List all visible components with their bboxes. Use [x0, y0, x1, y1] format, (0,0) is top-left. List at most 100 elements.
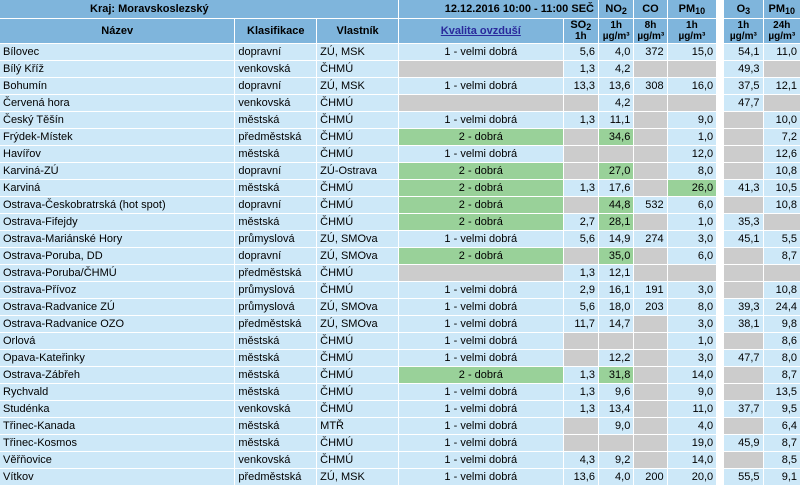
quality-index: 1 - velmi dobrá: [398, 401, 563, 417]
column-gap: [717, 401, 724, 417]
value-no2: 12,2: [598, 350, 634, 366]
table-body: Bílovec dopravní ZÚ, MSK 1 - velmi dobrá 5,6…: [0, 44, 800, 485]
station-name: Opava-Kateřinky: [0, 350, 235, 366]
unit-pm10-24h: 24h µg/m³: [763, 19, 800, 43]
table-row[interactable]: Ostrava-Mariánské Hory průmyslová ZÚ, SMOv…: [0, 231, 800, 247]
quality-link[interactable]: Kvalita ovzduší: [440, 25, 521, 37]
value-pm10: 15,0: [667, 44, 717, 60]
quality-index: 1 - velmi dobrá: [398, 418, 563, 434]
value-no2: 14,7: [598, 316, 634, 332]
value-o3: 37,7: [724, 401, 763, 417]
quality-index: 1 - velmi dobrá: [398, 146, 563, 162]
table-row[interactable]: Červená hora venkovská ČHMÚ 4,2 47,7: [0, 95, 800, 111]
quality-index: [398, 95, 563, 111]
value-no2: 28,1: [598, 214, 634, 230]
station-owner: MTŘ: [317, 418, 398, 434]
value-pm10-24h: 9,8: [763, 316, 800, 332]
station-class: venkovská: [235, 61, 317, 77]
value-pm10: 6,0: [667, 197, 717, 213]
value-o3: [724, 163, 763, 179]
quality-index: 1 - velmi dobrá: [398, 112, 563, 128]
value-pm10-24h: 5,5: [763, 231, 800, 247]
column-gap: [717, 316, 724, 332]
value-no2: 9,0: [598, 418, 634, 434]
quality-index: 1 - velmi dobrá: [398, 78, 563, 94]
value-pm10-24h: 10,8: [763, 163, 800, 179]
col-quality[interactable]: Kvalita ovzduší: [398, 19, 563, 43]
value-pm10-24h: 11,0: [763, 44, 800, 60]
table-row[interactable]: Třinec-Kanada městská MTŘ 1 - velmi dobrá 9,…: [0, 418, 800, 434]
table-row[interactable]: Frýdek-Místek předměstská ČHMÚ 2 - dobrá 34,…: [0, 129, 800, 145]
value-co: 308: [634, 78, 667, 94]
table-row[interactable]: Opava-Kateřinky městská ČHMÚ 1 - velmi dobr…: [0, 350, 800, 366]
column-gap: [717, 435, 724, 451]
table-row[interactable]: Ostrava-Fifejdy městská ČHMÚ 2 - dobrá 2,7 28…: [0, 214, 800, 230]
value-pm10-24h: [763, 95, 800, 111]
table-row[interactable]: Karviná-ZÚ dopravní ZÚ-Ostrava 2 - dobrá 27,…: [0, 163, 800, 179]
value-so2: [563, 163, 598, 179]
station-class: dopravní: [235, 163, 317, 179]
table-row[interactable]: Orlová městská ČHMÚ 1 - velmi dobrá 1,0 8,6: [0, 333, 800, 349]
station-name: Červená hora: [0, 95, 235, 111]
table-row[interactable]: Karviná městská ČHMÚ 2 - dobrá 1,3 17,6 26,0 41…: [0, 180, 800, 196]
table-row[interactable]: Věřňovice venkovská ČHMÚ 1 - velmi dobrá 4,3…: [0, 452, 800, 468]
table-row[interactable]: Ostrava-Českobratrská (hot spot) dopravní…: [0, 197, 800, 213]
quality-index: 1 - velmi dobrá: [398, 469, 563, 485]
station-class: městská: [235, 384, 317, 400]
station-owner: ZÚ, MSK: [317, 44, 398, 60]
column-gap: [717, 180, 724, 196]
station-owner: ČHMÚ: [317, 333, 398, 349]
station-owner: ZÚ, SMOva: [317, 248, 398, 264]
quality-index: 1 - velmi dobrá: [398, 435, 563, 451]
table-row[interactable]: Vítkov předměstská ZÚ, MSK 1 - velmi dobrá 1…: [0, 469, 800, 485]
table-row[interactable]: Český Těšín městská ČHMÚ 1 - velmi dobrá 1,3…: [0, 112, 800, 128]
value-pm10: 9,0: [667, 112, 717, 128]
station-owner: ČHMÚ: [317, 282, 398, 298]
table-row[interactable]: Havířov městská ČHMÚ 1 - velmi dobrá 12,0 12,…: [0, 146, 800, 162]
station-name: Havířov: [0, 146, 235, 162]
table-row[interactable]: Ostrava-Radvanice OZO předměstská ZÚ, SMOv…: [0, 316, 800, 332]
value-o3: 35,3: [724, 214, 763, 230]
unit-o3: 1h µg/m³: [724, 19, 763, 43]
value-no2: 44,8: [598, 197, 634, 213]
station-owner: ČHMÚ: [317, 435, 398, 451]
station-owner: ČHMÚ: [317, 265, 398, 281]
unit-co: 8h µg/m³: [634, 19, 667, 43]
value-pm10: [667, 265, 717, 281]
value-co: [634, 435, 667, 451]
value-pm10: 11,0: [667, 401, 717, 417]
station-name: Ostrava-Mariánské Hory: [0, 231, 235, 247]
station-owner: ČHMÚ: [317, 61, 398, 77]
value-co: [634, 180, 667, 196]
value-no2: 9,6: [598, 384, 634, 400]
quality-index: 2 - dobrá: [398, 197, 563, 213]
station-name: Karviná: [0, 180, 235, 196]
station-owner: ČHMÚ: [317, 112, 398, 128]
value-o3: 54,1: [724, 44, 763, 60]
value-so2: 2,7: [563, 214, 598, 230]
table-row[interactable]: Studénka venkovská ČHMÚ 1 - velmi dobrá 1,3 1…: [0, 401, 800, 417]
value-co: [634, 214, 667, 230]
value-so2: 2,9: [563, 282, 598, 298]
value-co: [634, 61, 667, 77]
table-row[interactable]: Ostrava-Poruba/ČHMÚ předměstská ČHMÚ 1,3 12,…: [0, 265, 800, 281]
col-so2: SO2 1h: [563, 19, 598, 43]
column-gap: [717, 129, 724, 145]
station-class: průmyslová: [235, 231, 317, 247]
table-row[interactable]: Ostrava-Přívoz průmyslová ČHMÚ 1 - velmi do…: [0, 282, 800, 298]
table-row[interactable]: Ostrava-Zábřeh městská ČHMÚ 2 - dobrá 1,3 31,…: [0, 367, 800, 383]
table-row[interactable]: Bílý Kříž venkovská ČHMÚ 1,3 4,2 49,3: [0, 61, 800, 77]
station-name: Ostrava-Fifejdy: [0, 214, 235, 230]
table-row[interactable]: Bohumín dopravní ZÚ, MSK 1 - velmi dobrá 13,…: [0, 78, 800, 94]
value-so2: 13,6: [563, 469, 598, 485]
station-owner: ČHMÚ: [317, 401, 398, 417]
table-row[interactable]: Třinec-Kosmos městská ČHMÚ 1 - velmi dobrá 1…: [0, 435, 800, 451]
col-co: CO: [634, 0, 667, 18]
table-row[interactable]: Ostrava-Poruba, DD dopravní ZÚ, SMOva 2 - d…: [0, 248, 800, 264]
table-row[interactable]: Bílovec dopravní ZÚ, MSK 1 - velmi dobrá 5,6…: [0, 44, 800, 60]
value-pm10: 3,0: [667, 316, 717, 332]
station-name: Rychvald: [0, 384, 235, 400]
value-so2: [563, 435, 598, 451]
table-row[interactable]: Ostrava-Radvanice ZÚ průmyslová ZÚ, SMOva 1…: [0, 299, 800, 315]
table-row[interactable]: Rychvald městská ČHMÚ 1 - velmi dobrá 1,3 9,6…: [0, 384, 800, 400]
